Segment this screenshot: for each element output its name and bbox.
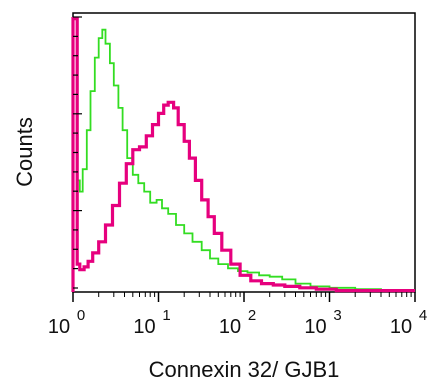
x-tick-label-base: 10 xyxy=(219,316,241,338)
x-tick-label-base: 10 xyxy=(304,316,326,338)
plot-area: 10 0 10 1 10 2 10 3 10 4 xyxy=(48,12,427,338)
x-tick-label-exponent: 1 xyxy=(162,307,170,324)
series-line-2 xyxy=(71,17,415,293)
x-tick-label-exponent: 0 xyxy=(77,307,85,324)
x-tick-label-exponent: 4 xyxy=(419,307,427,324)
y-axis-title: Counts xyxy=(12,117,37,187)
series-layer xyxy=(71,17,415,293)
x-tick-label-exponent: 3 xyxy=(333,307,341,324)
x-axis-tick-labels: 10 0 10 1 10 2 10 3 10 4 xyxy=(48,307,427,338)
y-axis-ticks xyxy=(73,16,82,289)
series-line-1 xyxy=(72,17,415,292)
x-tick-label-base: 10 xyxy=(48,316,70,338)
x-axis-title: Connexin 32/ GJB1 xyxy=(149,357,340,382)
x-tick-label-base: 10 xyxy=(390,316,412,338)
x-tick-label-exponent: 2 xyxy=(248,307,256,324)
x-axis-ticks xyxy=(72,292,416,302)
x-tick-label-base: 10 xyxy=(133,316,155,338)
plot-frame xyxy=(72,12,416,293)
